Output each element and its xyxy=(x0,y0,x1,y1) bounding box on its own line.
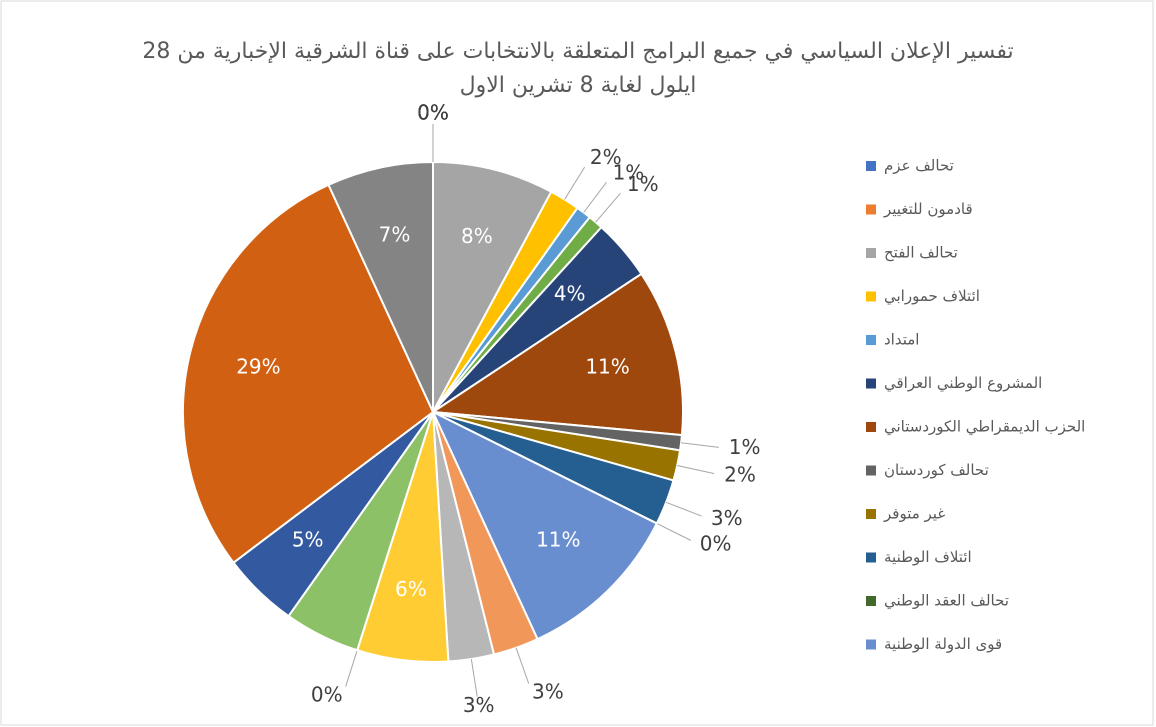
chart-title: ايلول لغاية 8 تشرين الاول xyxy=(460,73,697,98)
data-label: 1% xyxy=(627,172,659,196)
data-label: 2% xyxy=(724,462,756,486)
leader-line xyxy=(677,464,715,475)
data-label: 3% xyxy=(711,506,743,530)
legend-label: ائتلاف الوطنية xyxy=(884,548,972,566)
data-label: 1% xyxy=(729,435,761,459)
legend-label: ائتلاف حمورابي xyxy=(884,287,980,306)
legend-label: الحزب الديمقراطي الكوردستاني xyxy=(884,418,1085,437)
legend-label: تحالف عزم xyxy=(884,157,954,175)
leader-line xyxy=(665,501,702,517)
data-label: 3% xyxy=(532,680,564,704)
data-label: 7% xyxy=(379,223,411,247)
data-label: 0% xyxy=(311,682,343,706)
leader-line xyxy=(656,522,692,541)
legend-label: تحالف كوردستان xyxy=(884,461,989,479)
legend-swatch xyxy=(866,465,876,476)
data-label: 3% xyxy=(463,693,495,717)
pie-slice xyxy=(430,409,659,641)
legend-swatch xyxy=(866,335,876,345)
legend-swatch xyxy=(866,596,876,606)
data-label: 4% xyxy=(554,281,586,305)
leader-line xyxy=(583,181,607,213)
legend-swatch xyxy=(866,422,876,432)
pie-slice xyxy=(327,160,434,413)
legend-label: قوى الدولة الوطنية xyxy=(884,635,1002,653)
data-label: 2% xyxy=(590,145,622,169)
data-label: 5% xyxy=(292,528,324,552)
legend-swatch xyxy=(866,552,876,563)
legend-swatch xyxy=(866,204,876,215)
legend-label: غير متوفر xyxy=(883,505,945,523)
data-label: 0% xyxy=(417,101,449,125)
leader-line xyxy=(595,192,621,223)
data-label: 0% xyxy=(417,101,449,125)
pie-slice xyxy=(432,160,553,413)
legend-swatch xyxy=(866,161,876,171)
chart-title: تفسير الإعلان السياسي في جميع البرامج ال… xyxy=(142,39,1013,64)
pie-slice xyxy=(430,272,684,437)
data-label: 11% xyxy=(536,528,580,552)
pie-slice xyxy=(182,183,435,565)
data-label: 0% xyxy=(417,101,449,125)
legend-label: المشروع الوطني العراقي xyxy=(884,374,1042,393)
legend-swatch xyxy=(866,378,876,389)
legend-label: امتداد xyxy=(884,331,919,349)
legend-label: تحالف الفتح xyxy=(884,244,958,262)
leader-line xyxy=(345,650,358,687)
legend-swatch xyxy=(866,639,876,650)
data-label: 29% xyxy=(236,355,280,379)
data-label: 6% xyxy=(395,577,427,601)
legend-label: قادمون للتغيير xyxy=(883,200,973,218)
data-label: 1% xyxy=(613,161,645,185)
legend-swatch xyxy=(866,248,876,258)
leader-line xyxy=(564,166,586,200)
leader-line xyxy=(681,442,719,448)
data-label: 11% xyxy=(585,355,629,379)
leader-line xyxy=(470,658,478,697)
legend-swatch xyxy=(866,291,876,302)
legend-label: تحالف العقد الوطني xyxy=(884,592,1009,611)
leader-line xyxy=(515,647,530,684)
data-label: 0% xyxy=(700,531,732,555)
legend-swatch xyxy=(866,509,876,519)
data-label: 8% xyxy=(461,224,493,248)
